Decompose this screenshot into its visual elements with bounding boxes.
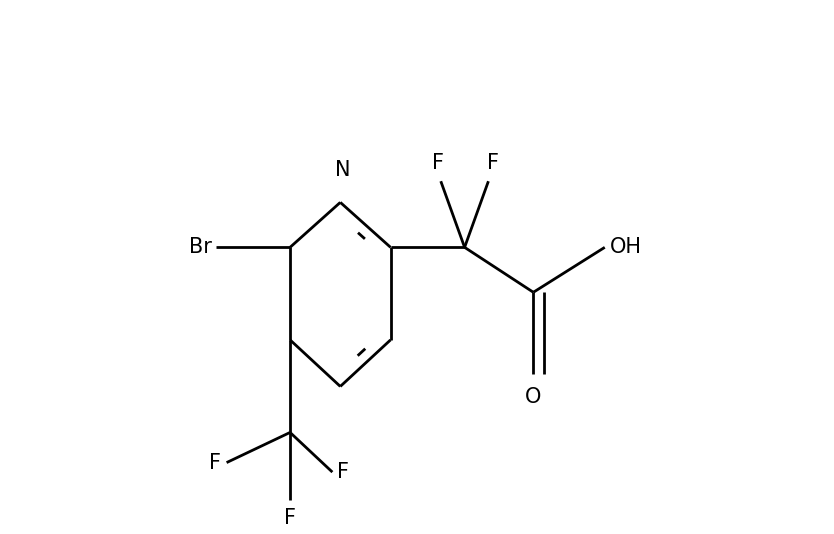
Text: N: N <box>335 160 351 180</box>
Text: F: F <box>337 462 349 482</box>
Text: OH: OH <box>610 237 642 257</box>
Text: F: F <box>209 453 221 473</box>
Text: Br: Br <box>189 237 212 257</box>
Text: F: F <box>284 507 296 528</box>
Text: F: F <box>432 153 445 173</box>
Text: F: F <box>486 153 499 173</box>
Text: O: O <box>525 388 541 407</box>
